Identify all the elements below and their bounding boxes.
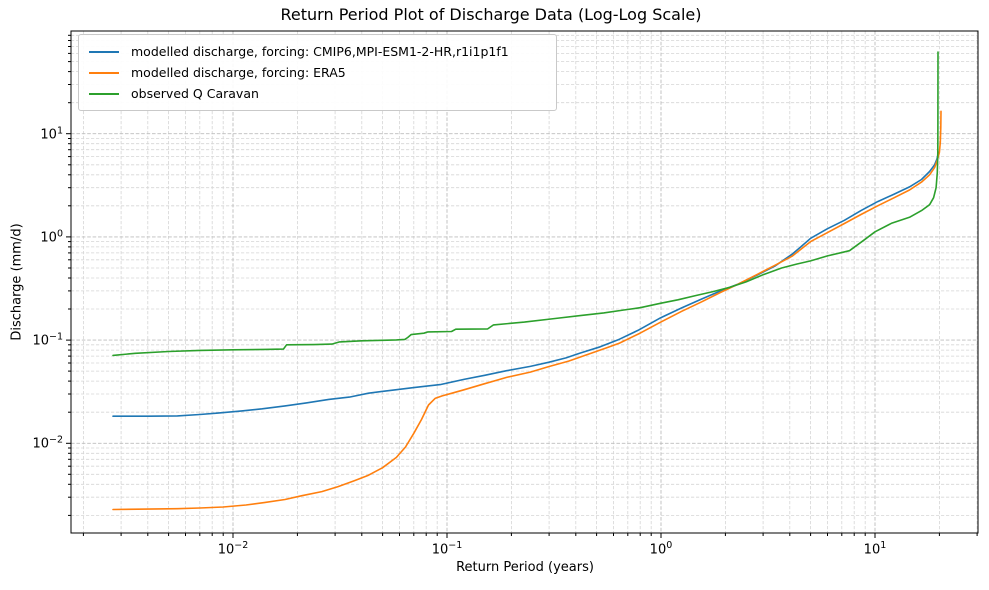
legend-entry-label: observed Q Caravan <box>131 86 259 101</box>
legend-line-sample <box>89 92 119 95</box>
chart-title: Return Period Plot of Discharge Data (Lo… <box>280 5 702 24</box>
x-tick-label: 100 <box>649 540 673 558</box>
y-tick-label: 101 <box>40 125 63 143</box>
legend-entry: observed Q Caravan <box>89 83 546 104</box>
axes-frame <box>70 30 979 534</box>
legend-entry: modelled discharge, forcing: ERA5 <box>89 62 546 83</box>
y-tick-label: 100 <box>40 228 63 246</box>
legend-entry-label: modelled discharge, forcing: CMIP6,MPI-E… <box>131 44 509 59</box>
legend-entry-label: modelled discharge, forcing: ERA5 <box>131 65 346 80</box>
y-tick-label: 10−2 <box>32 434 63 452</box>
series-line-1 <box>112 110 942 511</box>
x-tick-label: 101 <box>863 540 887 558</box>
legend-line-sample <box>89 50 119 53</box>
x-tick-label: 10−1 <box>431 540 463 558</box>
y-tick-label: 10−1 <box>32 331 63 349</box>
legend-line-sample <box>89 71 119 74</box>
legend-entry: modelled discharge, forcing: CMIP6,MPI-E… <box>89 41 546 62</box>
series-line-2 <box>112 51 939 357</box>
legend: modelled discharge, forcing: CMIP6,MPI-E… <box>78 34 557 111</box>
series-line-0 <box>112 151 940 417</box>
x-axis-label: Return Period (years) <box>456 560 594 575</box>
x-tick-label: 10−2 <box>217 540 249 558</box>
